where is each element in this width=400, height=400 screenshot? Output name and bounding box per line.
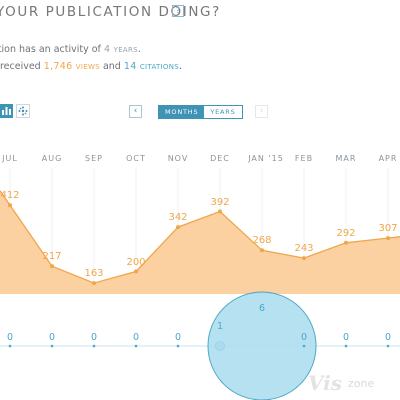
citation-bubble: [207, 291, 317, 400]
views-point: [386, 236, 390, 241]
views-point: [302, 256, 306, 261]
month-label: AUG: [41, 154, 63, 163]
svg-text:zone: zone: [348, 377, 374, 390]
bar-chart-toggle[interactable]: [0, 104, 13, 118]
views-point: [134, 269, 138, 274]
views-point: [218, 209, 222, 214]
reads-prefix: s received: [0, 61, 41, 72]
month-label: NOV: [167, 154, 189, 163]
activity-suffix: .: [137, 44, 141, 55]
citation-bubble: [134, 344, 138, 348]
views-value-label: 200: [126, 256, 146, 268]
views-value-label: 392: [210, 196, 230, 208]
scatter-chart-icon: [18, 106, 28, 116]
views-value-label: 163: [84, 268, 104, 280]
citation-bubble: [344, 344, 348, 348]
bar-chart-icon: [1, 107, 11, 115]
views-value-label: 243: [294, 243, 314, 255]
viszone-logo: Vis zone: [308, 371, 374, 395]
activity-prefix: ation has an activity of: [0, 44, 101, 55]
page-title: YOUR PUBLICATION DOING?: [0, 4, 221, 20]
citations-value-label: 0: [384, 332, 392, 343]
views-value-label: 217: [42, 251, 62, 263]
month-label: FEB: [294, 154, 314, 163]
views-point: [92, 281, 96, 286]
citation-bubble: [50, 344, 54, 348]
reads-summary: s received 1,746 views and 14 citations.: [0, 61, 182, 72]
citations-value-label: 0: [48, 332, 56, 343]
month-label: MAR: [335, 154, 357, 163]
citations-value-label: 0: [342, 332, 350, 343]
views-value-label: 268: [252, 235, 272, 247]
views-value-label: 342: [168, 212, 188, 224]
citation-bubble: [302, 344, 306, 348]
citations-value: 14 citations: [123, 61, 180, 72]
activity-value: 4 years: [103, 44, 138, 55]
help-button[interactable]: ?: [172, 5, 184, 17]
views-value-label: 412: [0, 190, 20, 202]
views-point: [344, 240, 348, 245]
activity-summary: ation has an activity of 4 years.: [0, 44, 141, 55]
citation-bubble: [92, 344, 96, 348]
views-value-label: 292: [336, 227, 356, 239]
citations-value-label: 1: [216, 321, 224, 332]
citations-value-label: 6: [258, 303, 266, 314]
months-button[interactable]: MONTHS: [159, 106, 205, 118]
citation-bubble: [176, 344, 180, 348]
month-label: DEC: [210, 154, 230, 163]
scatter-chart-toggle[interactable]: [16, 104, 30, 118]
views-point: [260, 248, 264, 253]
reads-suffix: .: [179, 61, 183, 72]
citation-bubble: [8, 344, 12, 348]
month-label: OCT: [126, 154, 146, 163]
citations-value-label: 0: [6, 332, 14, 343]
citations-value-label: 0: [300, 332, 308, 343]
years-button[interactable]: YEARS: [204, 106, 242, 118]
views-point: [176, 225, 180, 230]
month-label: JUL: [2, 154, 18, 163]
citations-value-label: 0: [132, 332, 140, 343]
citations-value-label: 0: [90, 332, 98, 343]
month-label: JAN '15: [248, 154, 284, 163]
citations-value-label: 0: [174, 332, 182, 343]
views-point: [8, 203, 12, 208]
views-value: 1,746 views: [43, 61, 100, 72]
period-toggle[interactable]: MONTHS YEARS: [158, 105, 243, 119]
views-area: [0, 190, 400, 294]
citation-bubble: [386, 344, 390, 348]
reads-mid: and: [102, 61, 121, 72]
month-label: SEP: [85, 154, 103, 163]
previous-period-button[interactable]: ‹: [129, 105, 142, 118]
month-label: APR: [378, 154, 398, 163]
views-value-label: 307: [378, 223, 398, 235]
svg-text:Vis: Vis: [308, 371, 342, 395]
next-period-button[interactable]: ›: [255, 105, 268, 118]
views-line: [0, 190, 400, 284]
views-point: [50, 264, 54, 269]
